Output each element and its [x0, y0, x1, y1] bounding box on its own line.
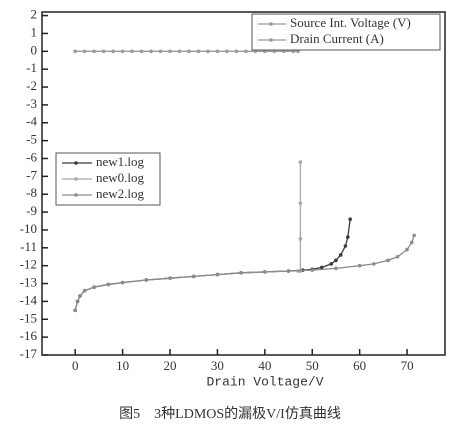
point: [372, 262, 376, 266]
point: [120, 49, 125, 54]
point: [144, 278, 149, 282]
point: [196, 49, 201, 54]
point: [111, 49, 115, 54]
point: [149, 49, 153, 54]
y-tick-label: -11: [20, 239, 37, 254]
y-tick-label: 0: [31, 42, 38, 57]
point: [168, 49, 172, 54]
series-line: [74, 235, 415, 311]
point: [286, 269, 291, 273]
y-tick-label: -2: [26, 78, 37, 93]
y-tick-label: -3: [26, 96, 37, 111]
point: [346, 235, 350, 239]
point: [343, 244, 348, 248]
y-tick-label: -6: [26, 149, 37, 164]
point: [263, 270, 267, 274]
point: [101, 49, 106, 54]
point: [158, 49, 163, 54]
point: [338, 253, 343, 257]
point: [329, 262, 334, 266]
point: [410, 240, 414, 245]
point: [334, 258, 338, 263]
legend-marker: [74, 177, 78, 181]
legend-box: [55, 152, 161, 206]
legend-marker: [74, 193, 78, 197]
y-tick-label: -5: [26, 132, 37, 147]
point: [234, 49, 239, 54]
point: [168, 276, 172, 280]
point: [405, 247, 409, 252]
x-tick-label: 40: [258, 358, 271, 373]
y-tick-label: -7: [26, 167, 37, 182]
x-tick-label: 60: [353, 358, 366, 373]
point: [139, 49, 144, 54]
legend-box: [251, 13, 441, 51]
point: [298, 201, 303, 205]
point: [82, 49, 87, 54]
legend-label: new1.log: [96, 154, 145, 169]
point: [244, 49, 248, 54]
point: [215, 272, 220, 277]
point: [386, 258, 390, 263]
y-tick-label: -9: [26, 203, 37, 218]
y-tick-label: -10: [20, 221, 37, 236]
x-tick-label: 70: [401, 358, 414, 373]
point: [75, 299, 80, 304]
x-tick-label: 10: [116, 358, 129, 373]
x-tick-label: 30: [211, 358, 224, 373]
y-tick-label: -17: [20, 346, 38, 361]
point: [177, 49, 182, 54]
series-line: [74, 219, 351, 311]
point: [120, 280, 125, 285]
point: [106, 282, 111, 287]
point: [310, 268, 315, 272]
x-axis-label: Drain Voltage/V: [206, 374, 323, 389]
x-tick-label: 50: [306, 358, 319, 373]
point: [412, 233, 416, 238]
y-tick-label: -12: [20, 257, 37, 272]
point: [187, 49, 191, 54]
y-tick-label: -8: [26, 185, 37, 200]
point: [215, 49, 220, 54]
legend-marker: [269, 22, 273, 26]
legend-label: new2.log: [96, 186, 145, 201]
legend-label: new0.log: [96, 170, 145, 185]
point: [298, 237, 303, 241]
legend-label: Source Int. Voltage (V): [290, 15, 411, 30]
point: [348, 217, 352, 222]
y-tick-label: -14: [20, 292, 38, 307]
point: [82, 288, 87, 293]
point: [395, 254, 400, 259]
point: [319, 265, 324, 270]
point: [130, 49, 134, 54]
legend-label: Drain Current (A): [290, 31, 384, 46]
legend-marker: [269, 38, 273, 42]
point: [298, 160, 303, 164]
point: [334, 266, 338, 271]
point: [73, 308, 77, 313]
y-tick-label: -16: [20, 328, 38, 343]
point: [92, 49, 96, 54]
x-tick-label: 0: [72, 358, 79, 373]
legend-marker: [74, 161, 78, 165]
x-tick-label: 20: [164, 358, 177, 373]
point: [191, 274, 196, 279]
point: [239, 271, 243, 275]
point: [206, 49, 210, 54]
point: [73, 49, 77, 54]
y-tick-label: 2: [31, 7, 38, 22]
y-tick-label: -13: [20, 275, 37, 290]
y-tick-label: -4: [26, 114, 37, 129]
caption: 图5 3种LDMOS的漏极V/I仿真曲线: [119, 406, 341, 422]
point: [92, 285, 96, 289]
y-tick-label: -1: [26, 60, 37, 75]
point: [225, 49, 229, 54]
y-tick-label: 1: [31, 24, 38, 39]
plot-frame: [41, 11, 446, 356]
point: [78, 294, 82, 298]
point: [357, 263, 362, 268]
y-tick-label: -15: [20, 310, 37, 325]
